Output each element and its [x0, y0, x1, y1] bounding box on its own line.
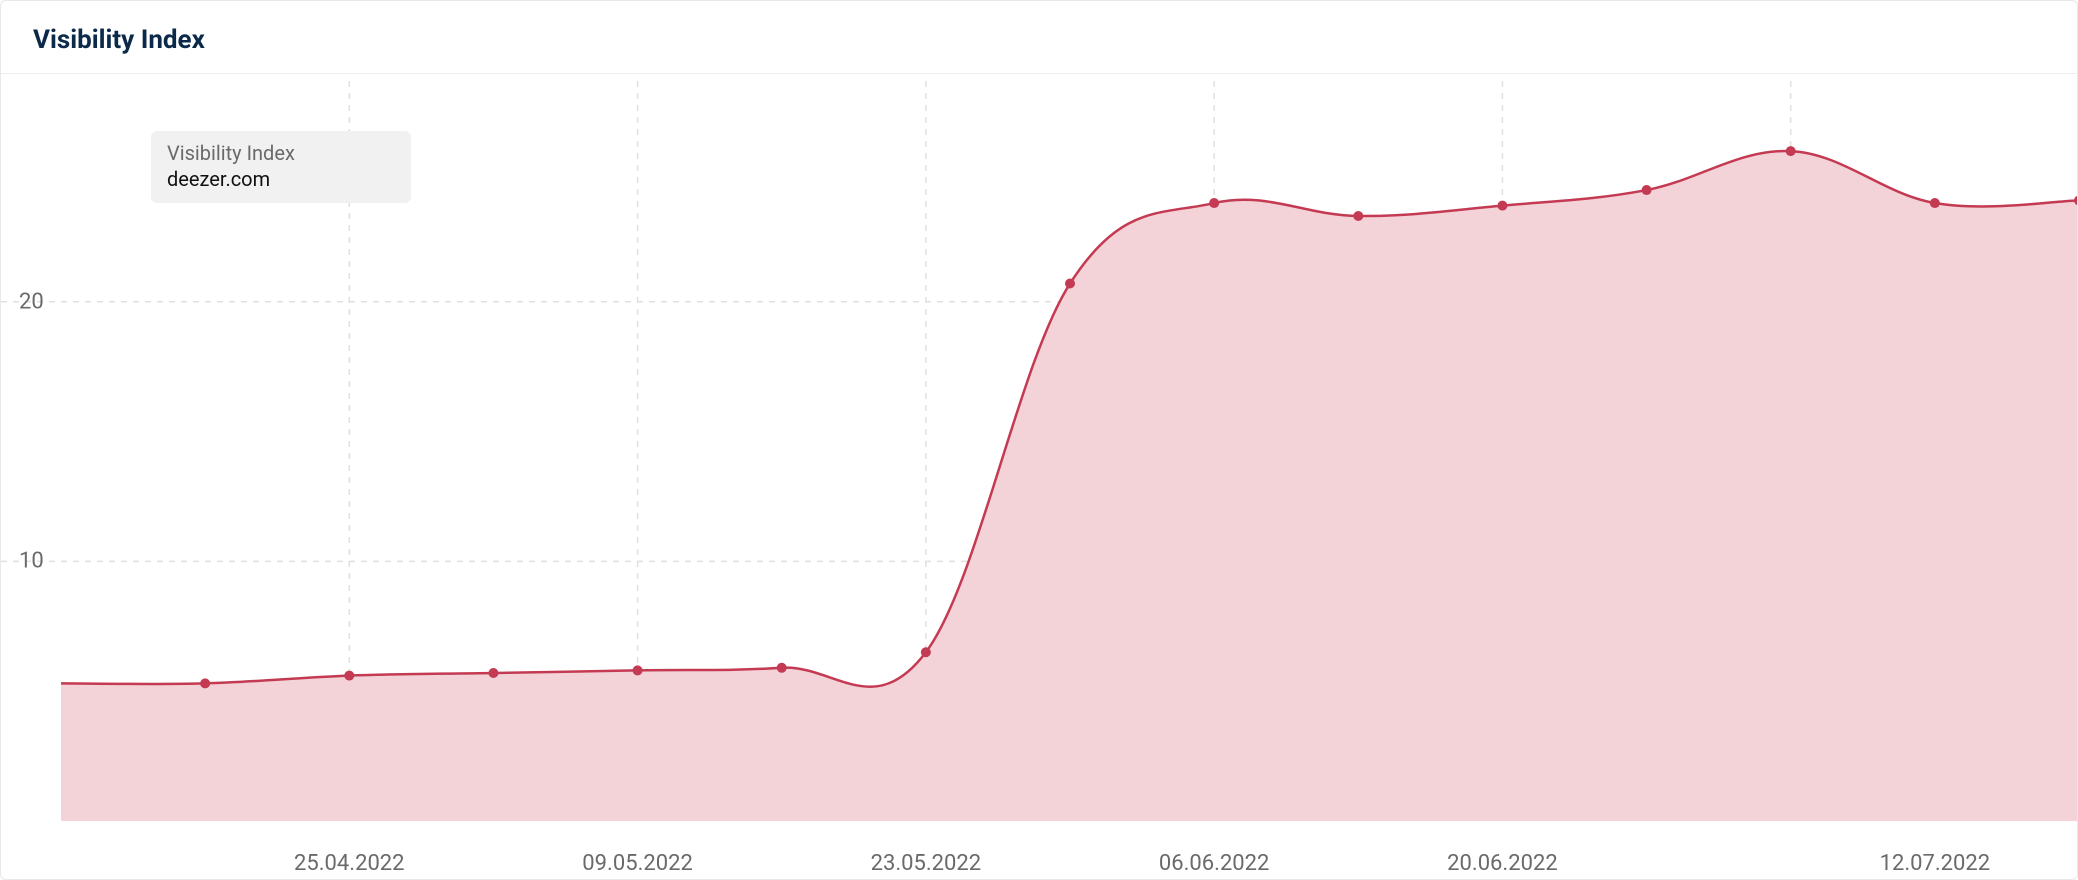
chart-title: Visibility Index [33, 25, 2045, 55]
y-axis-tick-label: 20 [19, 289, 44, 314]
data-point[interactable] [1786, 146, 1796, 156]
chart-card: Visibility Index 10 20 25.04.2022 09.05.202… [0, 0, 2078, 880]
data-point[interactable] [1930, 198, 1940, 208]
data-point[interactable] [1065, 279, 1075, 289]
series-area [61, 151, 2078, 821]
y-axis-tick-label: 10 [19, 549, 44, 574]
data-point[interactable] [344, 671, 354, 681]
data-point[interactable] [633, 665, 643, 675]
data-point[interactable] [200, 678, 210, 688]
data-point[interactable] [777, 663, 787, 673]
x-axis-tick-label: 09.05.2022 [582, 851, 693, 876]
x-axis-tick-label: 12.07.2022 [1880, 851, 1991, 876]
data-point[interactable] [1209, 198, 1219, 208]
legend-title: Visibility Index [167, 141, 395, 165]
data-point[interactable] [1642, 185, 1652, 195]
x-axis-tick-label: 20.06.2022 [1447, 851, 1558, 876]
legend-series-name: deezer.com [167, 167, 395, 191]
legend-box: Visibility Indexdeezer.com [151, 131, 411, 203]
data-point[interactable] [921, 647, 931, 657]
data-point[interactable] [1353, 211, 1363, 221]
card-header: Visibility Index [1, 1, 2077, 74]
x-axis-tick-label: 23.05.2022 [871, 851, 982, 876]
data-point[interactable] [1497, 201, 1507, 211]
x-axis-tick-label: 25.04.2022 [294, 851, 405, 876]
chart-area: 10 20 25.04.2022 09.05.2022 23.05.2022 06.06.… [1, 81, 2077, 879]
x-axis-tick-label: 06.06.2022 [1159, 851, 1270, 876]
data-point[interactable] [488, 668, 498, 678]
